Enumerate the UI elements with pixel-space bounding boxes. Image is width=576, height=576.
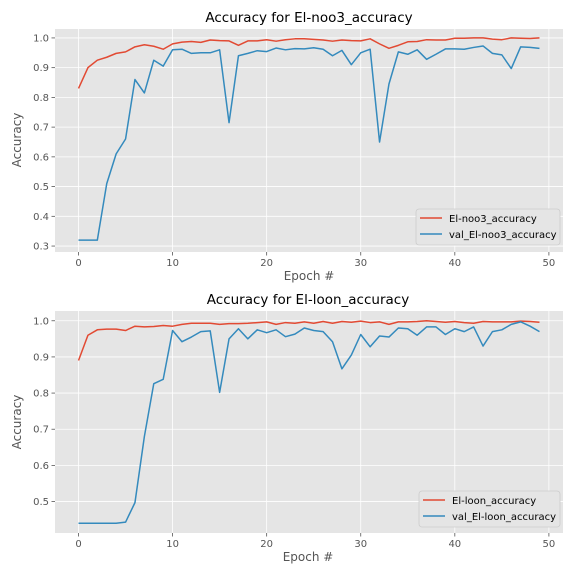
series-group (77, 37, 540, 241)
ticks: 0 10 20 30 40 50 0.3 0.4 0.5 0.6 0.7 0.8 0.9 1.0 (33, 33, 555, 269)
series-line-val (78, 321, 540, 524)
y-tick-label: 0.3 (33, 242, 49, 253)
legend: El-loon_accuracy val_El-loon_accuracy (418, 490, 561, 528)
series-group (77, 320, 540, 524)
x-tick-label: 20 (260, 258, 273, 269)
y-tick-label: 0.5 (33, 182, 49, 193)
series-line-train (77, 320, 540, 361)
y-axis-label: Accuracy (10, 395, 24, 450)
legend-label-val: val_El-loon_accuracy (452, 512, 556, 523)
x-tick-label: 40 (448, 258, 461, 269)
y-tick-label: 0.5 (33, 497, 49, 508)
series-line-train (77, 37, 540, 89)
y-tick-label: 0.6 (33, 461, 49, 472)
y-tick-label: 0.8 (33, 389, 49, 400)
grid (55, 29, 563, 252)
y-tick-label: 0.9 (33, 352, 49, 363)
ticks: 0 10 20 30 40 50 0.5 0.6 0.7 0.8 0.9 1.0 (33, 316, 555, 550)
x-tick-label: 0 (75, 539, 81, 550)
y-tick-label: 0.9 (33, 63, 49, 74)
y-tick-label: 0.6 (33, 152, 49, 163)
x-tick-label: 30 (354, 258, 367, 269)
x-axis-label: Epoch # (284, 269, 335, 283)
chart-title: Accuracy for El-noo3_accuracy (205, 10, 412, 26)
x-tick-label: 20 (260, 539, 273, 550)
chart-accuracy-loon: 0 10 20 30 40 50 0.5 0.6 0.7 0.8 0.9 1.0 Accuracy f… (10, 292, 563, 564)
legend-label-train: El-loon_accuracy (452, 496, 536, 507)
x-tick-label: 50 (543, 258, 556, 269)
y-axis-label: Accuracy (10, 113, 24, 168)
series-line-val (78, 45, 540, 241)
y-tick-label: 0.8 (33, 93, 49, 104)
legend-box (415, 208, 561, 246)
x-tick-label: 50 (543, 539, 556, 550)
chart-accuracy-noo3: 0 10 20 30 40 50 0.3 0.4 0.5 0.6 0.7 0.8 0.9 1.0 Accu… (10, 10, 563, 283)
x-tick-label: 30 (354, 539, 367, 550)
x-axis-label: Epoch # (283, 550, 334, 564)
y-tick-label: 0.4 (33, 212, 49, 223)
y-tick-label: 0.7 (33, 425, 49, 436)
y-tick-label: 1.0 (33, 33, 49, 44)
x-tick-label: 40 (448, 539, 461, 550)
y-tick-label: 0.7 (33, 123, 49, 134)
legend-box (418, 490, 561, 528)
x-tick-label: 0 (75, 258, 81, 269)
legend-label-val: val_El-noo3_accuracy (449, 230, 557, 241)
x-tick-label: 10 (166, 539, 179, 550)
legend: El-noo3_accuracy val_El-noo3_accuracy (415, 208, 561, 246)
y-tick-label: 1.0 (33, 316, 49, 327)
x-tick-label: 10 (166, 258, 179, 269)
legend-label-train: El-noo3_accuracy (449, 214, 537, 225)
chart-title: Accuracy for El-loon_accuracy (207, 292, 409, 308)
